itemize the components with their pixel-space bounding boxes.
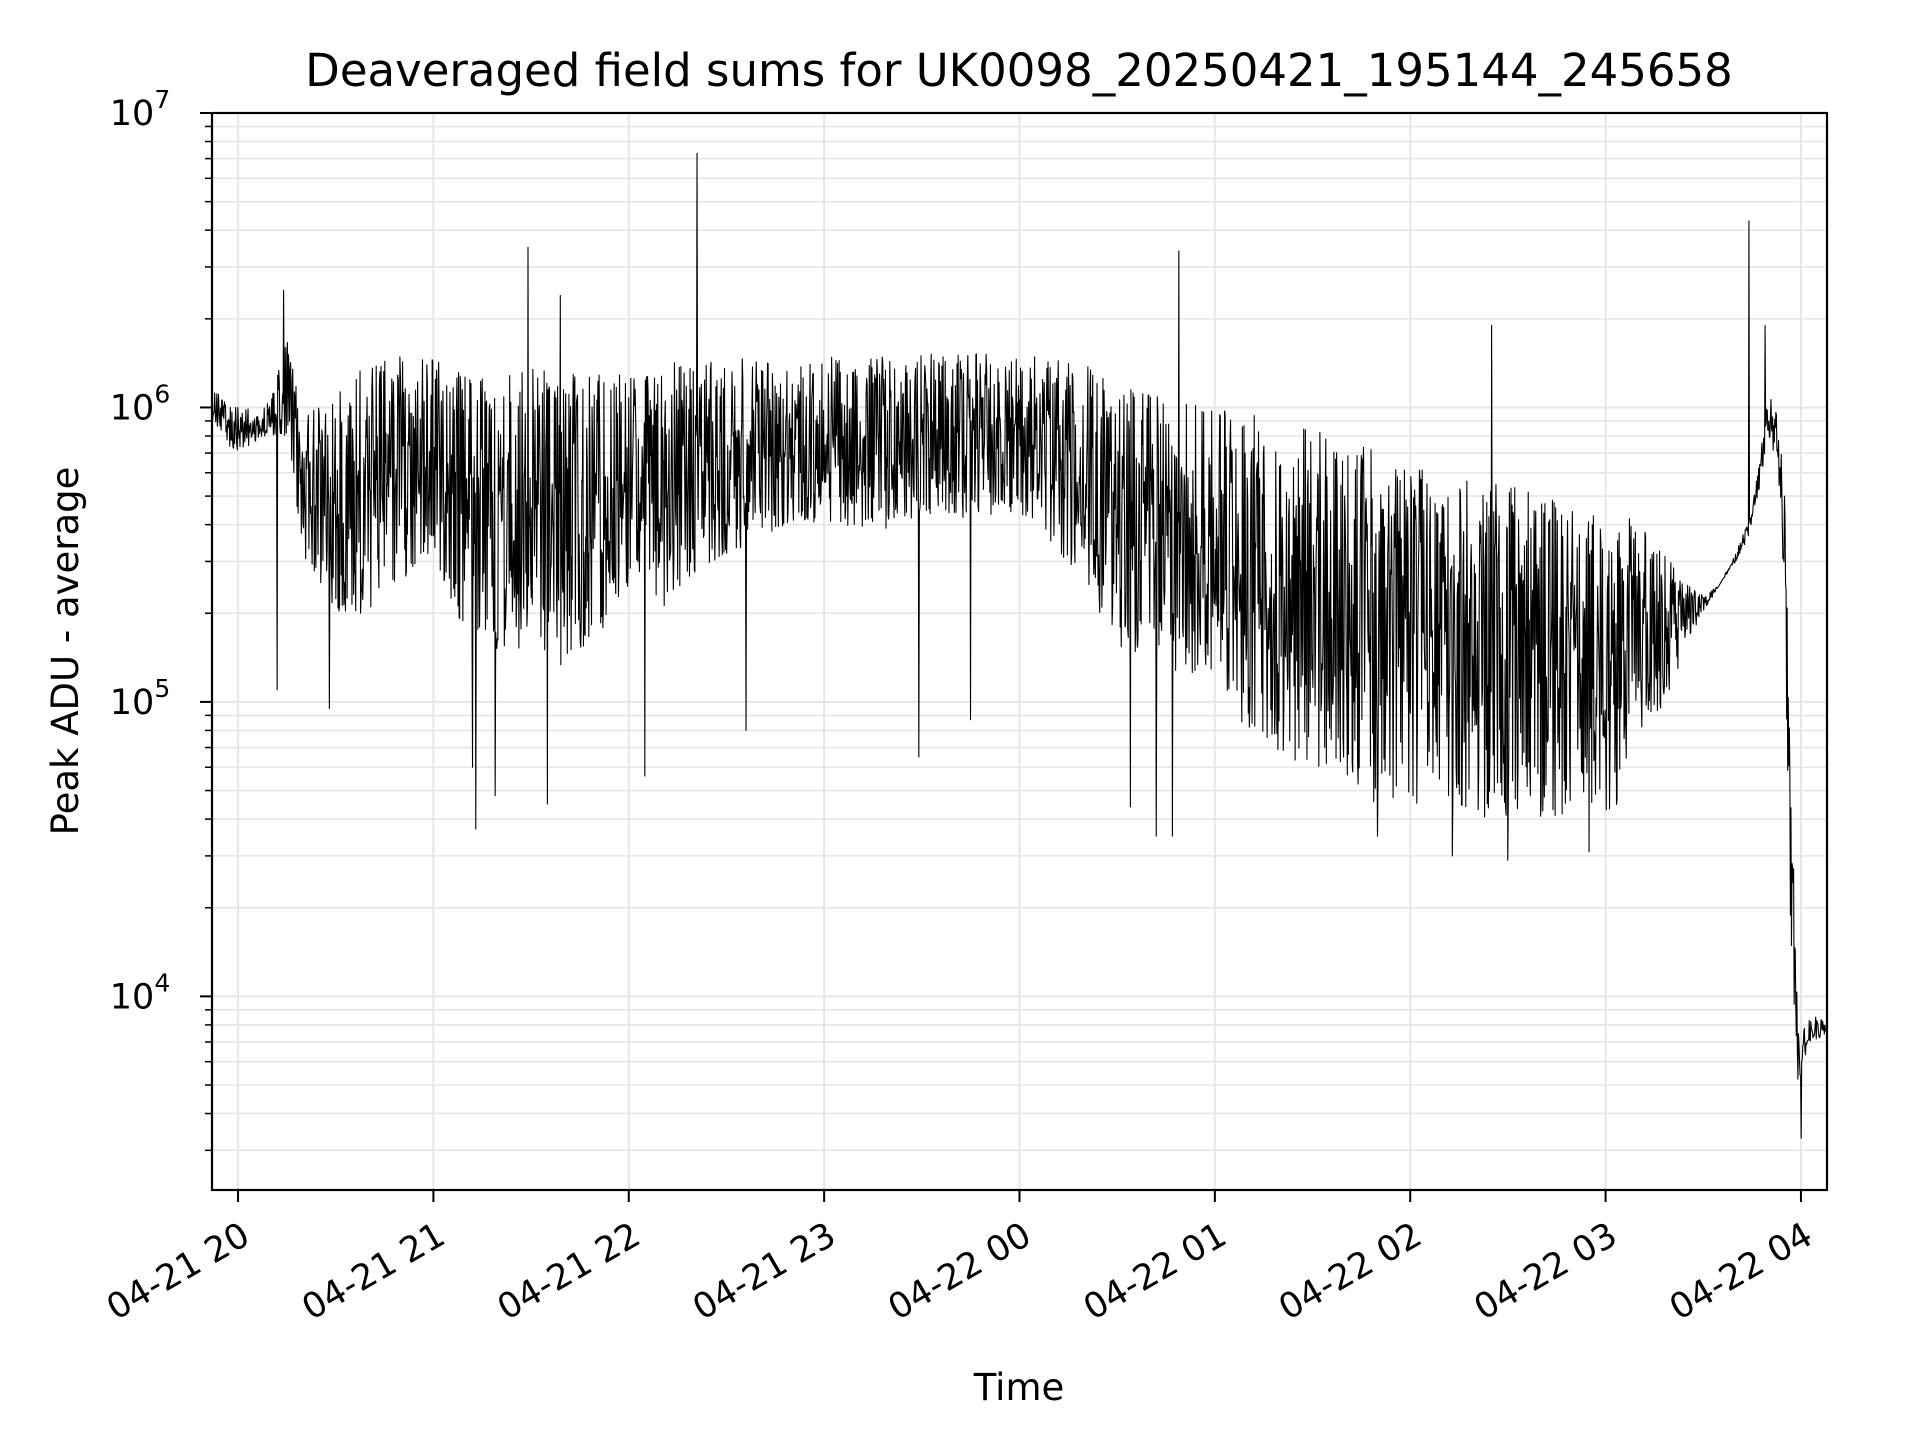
y-tick-label: 105 (110, 674, 170, 723)
y-tick-base: 10 (110, 94, 155, 134)
y-axis-label: Peak ADU - average (44, 467, 87, 836)
y-tick-base: 10 (110, 388, 155, 428)
y-tick-base: 10 (110, 683, 155, 723)
y-tick-exponent: 7 (154, 85, 170, 114)
chart-title: Deaveraged field sums for UK0098_2025042… (305, 44, 1733, 97)
y-tick-label: 106 (110, 379, 170, 428)
y-tick-base: 10 (110, 977, 155, 1017)
y-tick-exponent: 4 (154, 968, 170, 997)
series-layer (212, 152, 1827, 1139)
y-tick-exponent: 5 (154, 674, 170, 703)
y-tick-exponent: 6 (154, 379, 170, 408)
x-axis-label: Time (973, 1366, 1065, 1409)
series-line (212, 152, 1827, 1139)
plot-area (212, 152, 1827, 1139)
y-tick-label: 104 (110, 968, 170, 1017)
y-tick-label: 107 (110, 85, 170, 134)
